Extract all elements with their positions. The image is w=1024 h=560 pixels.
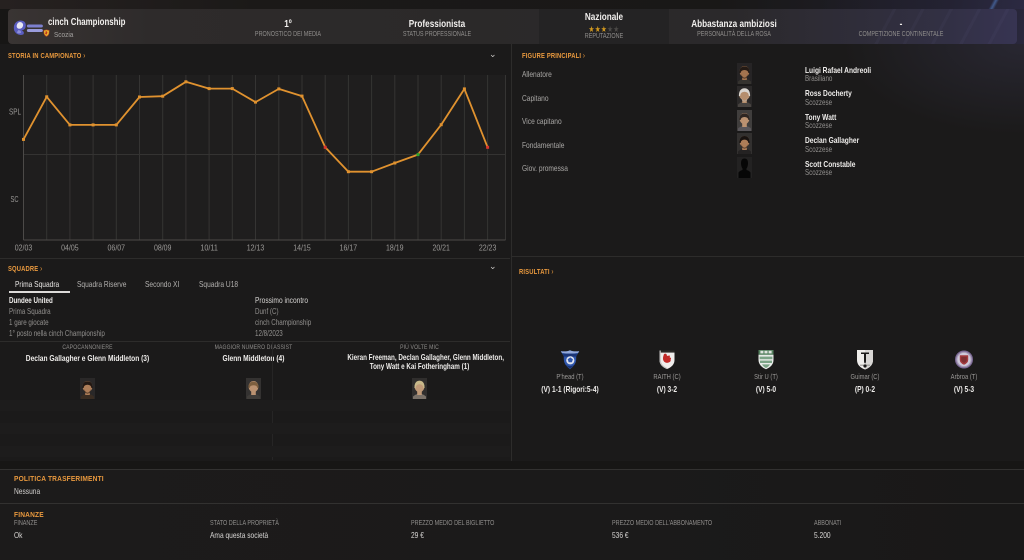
- svg-text:06/07: 06/07: [108, 243, 126, 253]
- svg-text:SPL: SPL: [9, 107, 21, 117]
- svg-text:10/11: 10/11: [200, 243, 218, 253]
- svg-text:18/19: 18/19: [386, 243, 404, 253]
- svg-text:14/15: 14/15: [293, 243, 311, 253]
- svg-text:04/05: 04/05: [61, 243, 79, 253]
- svg-text:SC: SC: [11, 194, 19, 204]
- svg-text:02/03: 02/03: [15, 243, 33, 253]
- svg-text:08/09: 08/09: [154, 243, 172, 253]
- svg-text:22/23: 22/23: [479, 243, 497, 253]
- svg-text:16/17: 16/17: [340, 243, 358, 253]
- svg-text:20/21: 20/21: [432, 243, 450, 253]
- svg-text:12/13: 12/13: [247, 243, 265, 253]
